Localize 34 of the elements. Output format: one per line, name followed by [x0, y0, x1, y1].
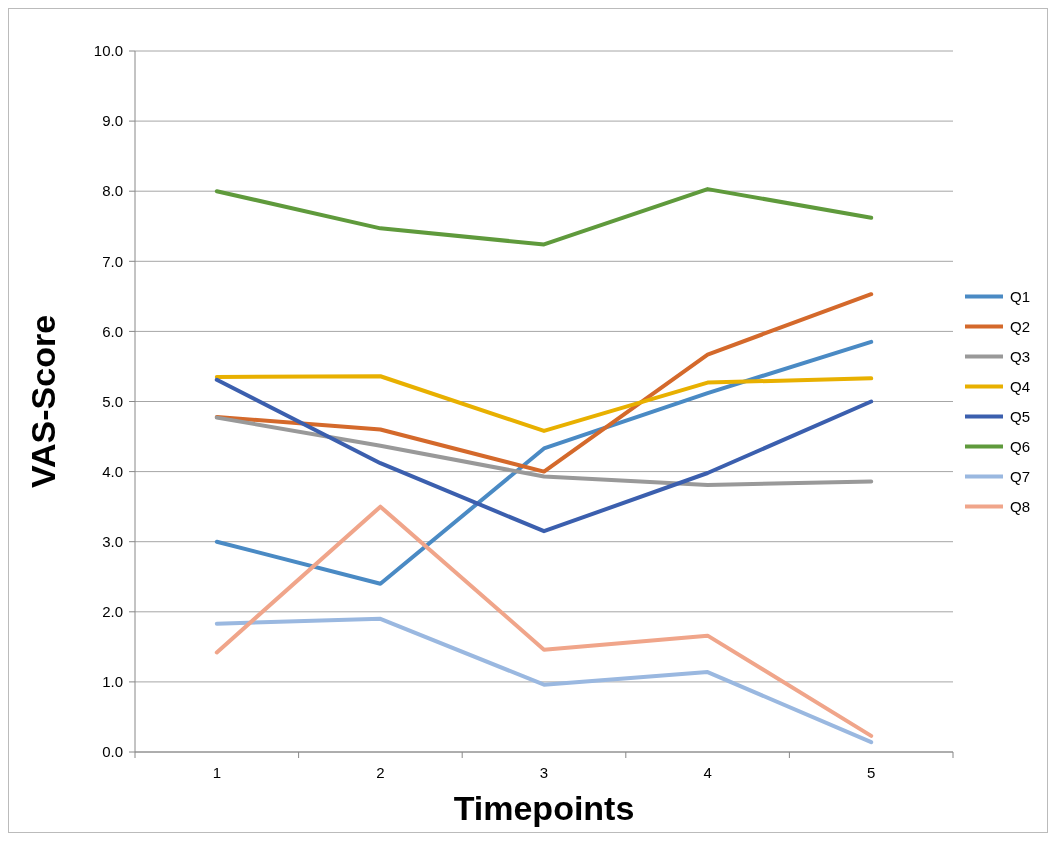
y-tick-label: 1.0 [102, 673, 123, 691]
y-tick-label: 6.0 [102, 322, 123, 340]
x-tick-label: 2 [376, 764, 385, 781]
legend-label: Q2 [1010, 317, 1031, 335]
line-series [214, 339, 874, 586]
x-tick-label: 3 [539, 764, 549, 781]
legend-label: Q4 [1010, 377, 1031, 395]
y-tick-label: 3.0 [102, 532, 123, 550]
line-series [214, 415, 874, 487]
x-tick-label: 1 [212, 764, 221, 781]
y-tick-label: 2.0 [102, 603, 123, 621]
x-axis-title: Timepoints [453, 789, 635, 827]
line-series [214, 187, 874, 247]
legend-label: Q1 [1010, 287, 1031, 305]
y-tick-label: 10.0 [93, 42, 123, 60]
line-series [214, 377, 874, 534]
x-tick-label: 4 [703, 764, 712, 781]
y-tick-label: 8.0 [102, 182, 123, 200]
y-tick-label: 5.0 [102, 392, 123, 410]
legend-label: Q7 [1010, 467, 1031, 485]
line-series [214, 374, 874, 433]
y-axis-title: VAS-Score [24, 314, 62, 489]
legend-label: Q5 [1010, 407, 1031, 425]
legend-label: Q8 [1010, 497, 1031, 515]
y-tick-label: 4.0 [102, 462, 123, 480]
x-tick-label: 5 [867, 764, 876, 781]
y-tick-label: 0.0 [102, 743, 123, 761]
legend-label: Q6 [1010, 437, 1031, 455]
y-tick-label: 9.0 [102, 112, 123, 130]
line-series [214, 504, 874, 738]
line-series [214, 616, 874, 745]
y-tick-label: 7.0 [102, 252, 123, 270]
legend-label: Q3 [1010, 347, 1031, 365]
line-series [214, 292, 874, 474]
